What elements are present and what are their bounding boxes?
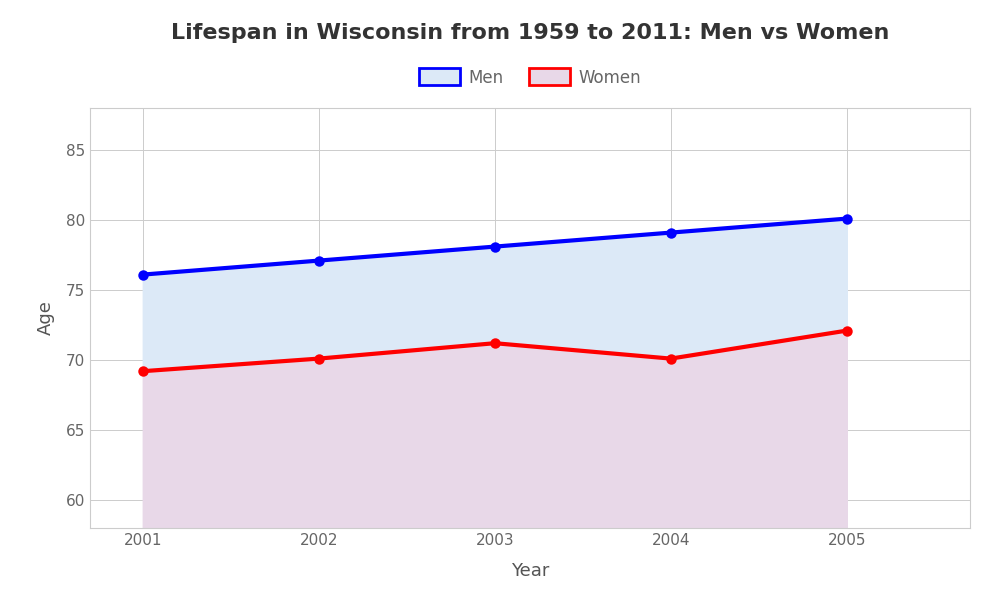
- X-axis label: Year: Year: [511, 562, 549, 580]
- Y-axis label: Age: Age: [37, 301, 55, 335]
- Legend: Men, Women: Men, Women: [412, 62, 648, 93]
- Title: Lifespan in Wisconsin from 1959 to 2011: Men vs Women: Lifespan in Wisconsin from 1959 to 2011:…: [171, 23, 889, 43]
